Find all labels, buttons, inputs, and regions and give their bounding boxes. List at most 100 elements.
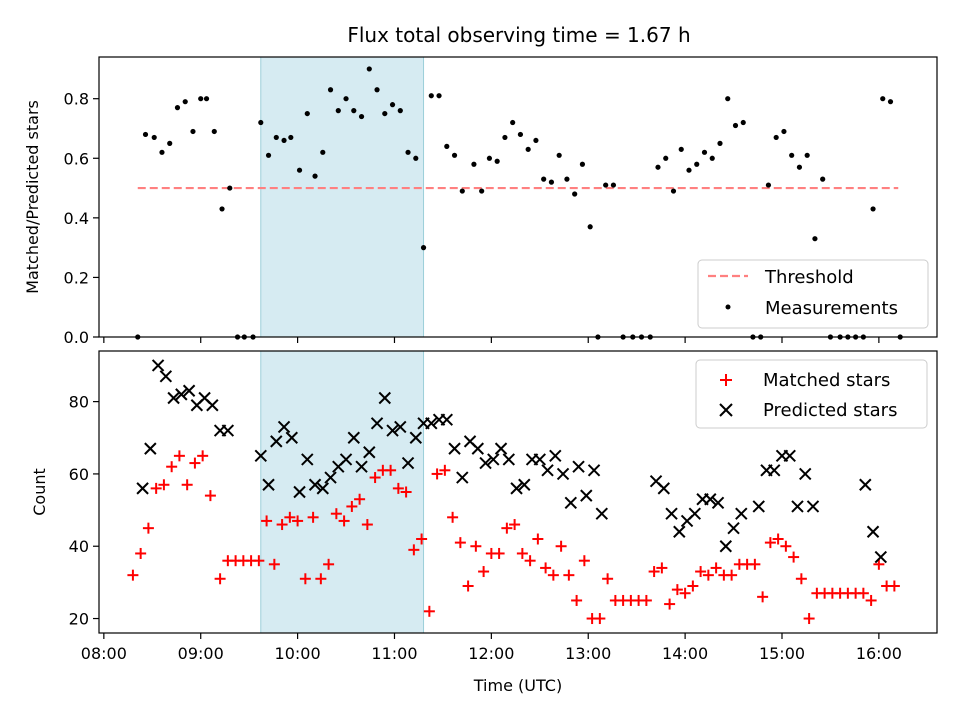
measurement-point — [781, 128, 787, 135]
predicted-star-point — [665, 507, 678, 520]
matched-star-point — [563, 569, 575, 581]
predicted-star-point — [339, 453, 353, 466]
measurement-point — [533, 137, 539, 144]
measurements-group — [135, 66, 903, 340]
measurement-point — [804, 152, 810, 158]
predicted-star-point — [768, 464, 781, 477]
matched-star-point — [671, 584, 683, 596]
matched-star-point — [509, 519, 521, 531]
top-y-tick-label: 0.2 — [64, 268, 89, 287]
measurement-point — [459, 188, 465, 194]
matched-star-point — [454, 537, 466, 549]
predicted-star-point — [711, 496, 725, 510]
matched-star-point — [780, 540, 792, 552]
predicted-star-point — [206, 399, 219, 412]
measurement-point — [296, 167, 303, 173]
measurement-point — [579, 161, 586, 167]
x-axis-label: Time (UTC) — [473, 676, 562, 695]
predicted-star-point — [806, 500, 820, 513]
predicted-star-point — [270, 435, 283, 448]
measurement-point — [397, 108, 403, 114]
measurement-point — [312, 173, 318, 179]
measurement-point — [694, 161, 700, 167]
predicted-star-point — [791, 500, 804, 513]
top-y-axis: 0.0 0.2 0.4 0.6 0.8 — [64, 90, 99, 347]
measurement-point — [343, 96, 349, 102]
top-panel: 0.00.20.40.60.8 Matched/Predicted stars … — [23, 56, 938, 347]
matched-star-point — [710, 562, 722, 574]
matched-star-point — [166, 461, 178, 473]
bottom-y-tick-label: 80 — [69, 393, 89, 412]
measurement-point — [167, 140, 173, 146]
measurement-point — [405, 149, 411, 155]
predicted-star-point — [479, 456, 492, 470]
matched-star-point — [803, 613, 815, 625]
measurement-point — [288, 134, 294, 141]
matched-star-point — [656, 562, 668, 574]
predicted-star-point — [549, 449, 562, 463]
predicted-star-point — [363, 446, 376, 459]
predicted-star-point — [564, 496, 578, 510]
predicted-star-point — [409, 431, 423, 444]
predicted-star-point — [494, 442, 508, 455]
measurement-point — [486, 155, 493, 161]
predicted-star-point — [440, 413, 454, 426]
matched-star-point — [423, 605, 435, 617]
predicted-legend-swatch — [719, 403, 733, 417]
matched-star-point — [158, 479, 170, 491]
measurement-point — [351, 108, 357, 114]
measurement-point — [765, 182, 772, 188]
predicted-star-point — [471, 442, 485, 455]
predicted-star-point — [572, 460, 585, 473]
measurement-point — [151, 134, 157, 141]
measurement-point — [740, 119, 746, 126]
measurement-point — [219, 206, 225, 212]
predicted-star-point — [580, 489, 593, 502]
x-tick-label: 11:00 — [371, 644, 417, 663]
bottom-panel: 20 40 60 80 08:00 09:00 10:00 11:00 12:00 13:00 1… — [30, 350, 938, 695]
predicted-star-point — [347, 431, 360, 444]
matched-star-point — [416, 533, 428, 545]
measurements-legend-label: Measurements — [765, 298, 898, 319]
measurement-point — [327, 87, 334, 93]
top-x-ticks — [103, 337, 880, 343]
measurement-point — [510, 119, 516, 126]
measurement-point — [812, 236, 818, 242]
predicted-star-point — [136, 482, 149, 495]
matched-star-point — [338, 515, 350, 527]
predicted-star-point — [285, 431, 298, 444]
bottom-y-tick-label: 20 — [69, 610, 89, 629]
matched-star-point — [189, 457, 201, 469]
measurement-point — [796, 164, 803, 170]
measurement-point — [663, 155, 669, 161]
bottom-legend: Matched stars Predicted stars — [695, 359, 928, 429]
predicted-star-point — [144, 442, 157, 455]
figure-title: Flux total observing time = 1.67 h — [347, 23, 690, 47]
matched-star-point — [173, 450, 185, 462]
matched-star-point — [493, 547, 505, 559]
measurement-point — [870, 206, 876, 212]
measurement-point — [211, 128, 217, 135]
measurement-point — [678, 146, 684, 152]
matched-star-point — [142, 522, 154, 534]
bottom-x-axis: 08:00 09:00 10:00 11:00 12:00 13:00 14:00 15:00… — [81, 633, 902, 663]
matched-star-point — [695, 566, 707, 578]
measurement-point — [880, 96, 886, 102]
predicted-star-point — [799, 467, 812, 481]
matched-star-point — [757, 591, 769, 603]
top-legend-box — [697, 259, 929, 329]
matched-star-point — [268, 558, 280, 570]
measurement-point — [820, 176, 826, 182]
matched-star-point — [261, 515, 273, 527]
matched-star-point — [749, 558, 761, 570]
matched-star-point — [135, 547, 147, 559]
measurement-point — [374, 87, 380, 93]
predicted-star-point — [394, 420, 407, 434]
predicted-star-point — [301, 453, 314, 466]
measurement-point — [198, 96, 204, 102]
x-tick-label: 12:00 — [468, 644, 514, 663]
measurement-point — [709, 155, 715, 161]
measurement-point — [190, 128, 196, 135]
measurement-point — [182, 99, 188, 105]
predicted-star-point — [595, 507, 609, 520]
